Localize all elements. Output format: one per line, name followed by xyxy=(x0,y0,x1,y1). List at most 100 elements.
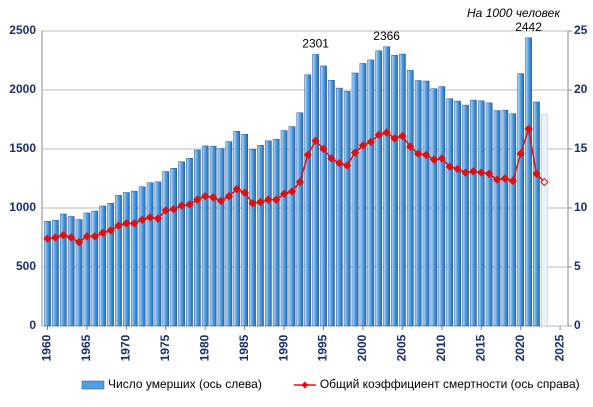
marker xyxy=(287,187,297,196)
y2-tick-label: 25 xyxy=(574,23,588,37)
legend-swatch xyxy=(81,380,105,390)
marker xyxy=(445,162,454,171)
x-tick-label: 1985 xyxy=(237,334,251,361)
bar xyxy=(430,88,438,327)
x-tick-label: 1980 xyxy=(197,334,211,361)
marker xyxy=(59,230,68,240)
marker xyxy=(540,177,549,187)
bar xyxy=(446,98,454,327)
marker xyxy=(398,131,407,141)
marker xyxy=(208,193,218,202)
x-tick-label: 1965 xyxy=(79,334,93,361)
marker xyxy=(51,233,60,242)
marker xyxy=(453,164,462,174)
bar xyxy=(265,140,272,327)
marker xyxy=(82,232,92,241)
marker xyxy=(382,128,391,137)
bar xyxy=(296,112,304,327)
x-tick-label: 2025 xyxy=(552,334,566,361)
legend-marker xyxy=(301,381,309,389)
bar xyxy=(138,186,146,327)
bar xyxy=(414,80,422,327)
bar xyxy=(257,145,264,327)
marker xyxy=(256,197,265,207)
legend-label: Число умерших (ось слева) xyxy=(108,377,262,391)
marker xyxy=(185,200,194,209)
marker xyxy=(90,232,100,241)
bar xyxy=(44,221,51,327)
marker xyxy=(201,191,210,201)
bar xyxy=(59,213,67,327)
bar xyxy=(335,87,343,327)
bar xyxy=(201,145,209,327)
marker xyxy=(114,221,123,230)
marker xyxy=(153,214,163,223)
marker xyxy=(161,206,171,215)
marker xyxy=(232,184,241,194)
marker xyxy=(66,233,76,242)
marker xyxy=(469,167,478,176)
marker xyxy=(193,195,202,204)
x-tick-label: 2015 xyxy=(473,334,487,361)
bar xyxy=(343,91,351,327)
bar xyxy=(533,101,540,327)
marker xyxy=(279,189,289,199)
bar xyxy=(304,74,312,327)
marker xyxy=(240,188,249,197)
marker xyxy=(248,199,257,208)
bar xyxy=(375,50,383,327)
bar xyxy=(454,100,461,327)
bar xyxy=(99,205,107,327)
bar xyxy=(517,73,525,327)
x-tick-label: 1975 xyxy=(158,334,172,361)
marker xyxy=(327,154,336,163)
marker xyxy=(406,142,415,151)
bar xyxy=(328,80,335,327)
marker xyxy=(272,195,281,204)
y2-tick-label: 15 xyxy=(574,141,588,155)
x-tick-label: 1960 xyxy=(40,334,54,361)
bar xyxy=(217,148,225,327)
bar xyxy=(541,114,548,327)
bar xyxy=(359,63,367,327)
subtitle: На 1000 человек xyxy=(467,6,561,20)
x-tick-label: 2010 xyxy=(434,334,448,361)
bar xyxy=(288,126,296,327)
marker xyxy=(366,137,376,147)
marker xyxy=(224,191,234,201)
x-tick-label: 1970 xyxy=(119,334,133,361)
bar xyxy=(525,37,532,327)
x-tick-label: 1995 xyxy=(316,334,330,361)
y-tick-label: 1500 xyxy=(9,141,36,155)
marker xyxy=(413,149,423,158)
marker xyxy=(524,124,533,134)
marker xyxy=(437,154,447,163)
marker xyxy=(484,169,494,178)
marker xyxy=(122,219,131,228)
marker xyxy=(106,226,115,235)
bar xyxy=(170,167,178,327)
bar xyxy=(470,99,477,327)
bar xyxy=(123,192,130,327)
bar xyxy=(367,59,375,327)
marker xyxy=(342,161,352,170)
marker xyxy=(532,169,541,178)
bar xyxy=(351,72,359,327)
marker xyxy=(264,195,273,204)
marker xyxy=(169,204,178,214)
x-tick-label: 2020 xyxy=(513,334,527,361)
marker xyxy=(295,177,305,187)
bar xyxy=(501,109,509,327)
bar xyxy=(399,53,406,327)
marker xyxy=(492,175,502,184)
y2-tick-label: 10 xyxy=(574,200,588,214)
bar xyxy=(249,148,256,327)
marker xyxy=(374,130,383,140)
x-tick-label: 1990 xyxy=(276,334,290,361)
marker xyxy=(303,150,312,160)
bar xyxy=(383,46,390,327)
annotation: 2442 xyxy=(515,20,542,34)
y-tick-label: 2000 xyxy=(9,82,36,96)
y-tick-label: 2500 xyxy=(9,23,36,37)
